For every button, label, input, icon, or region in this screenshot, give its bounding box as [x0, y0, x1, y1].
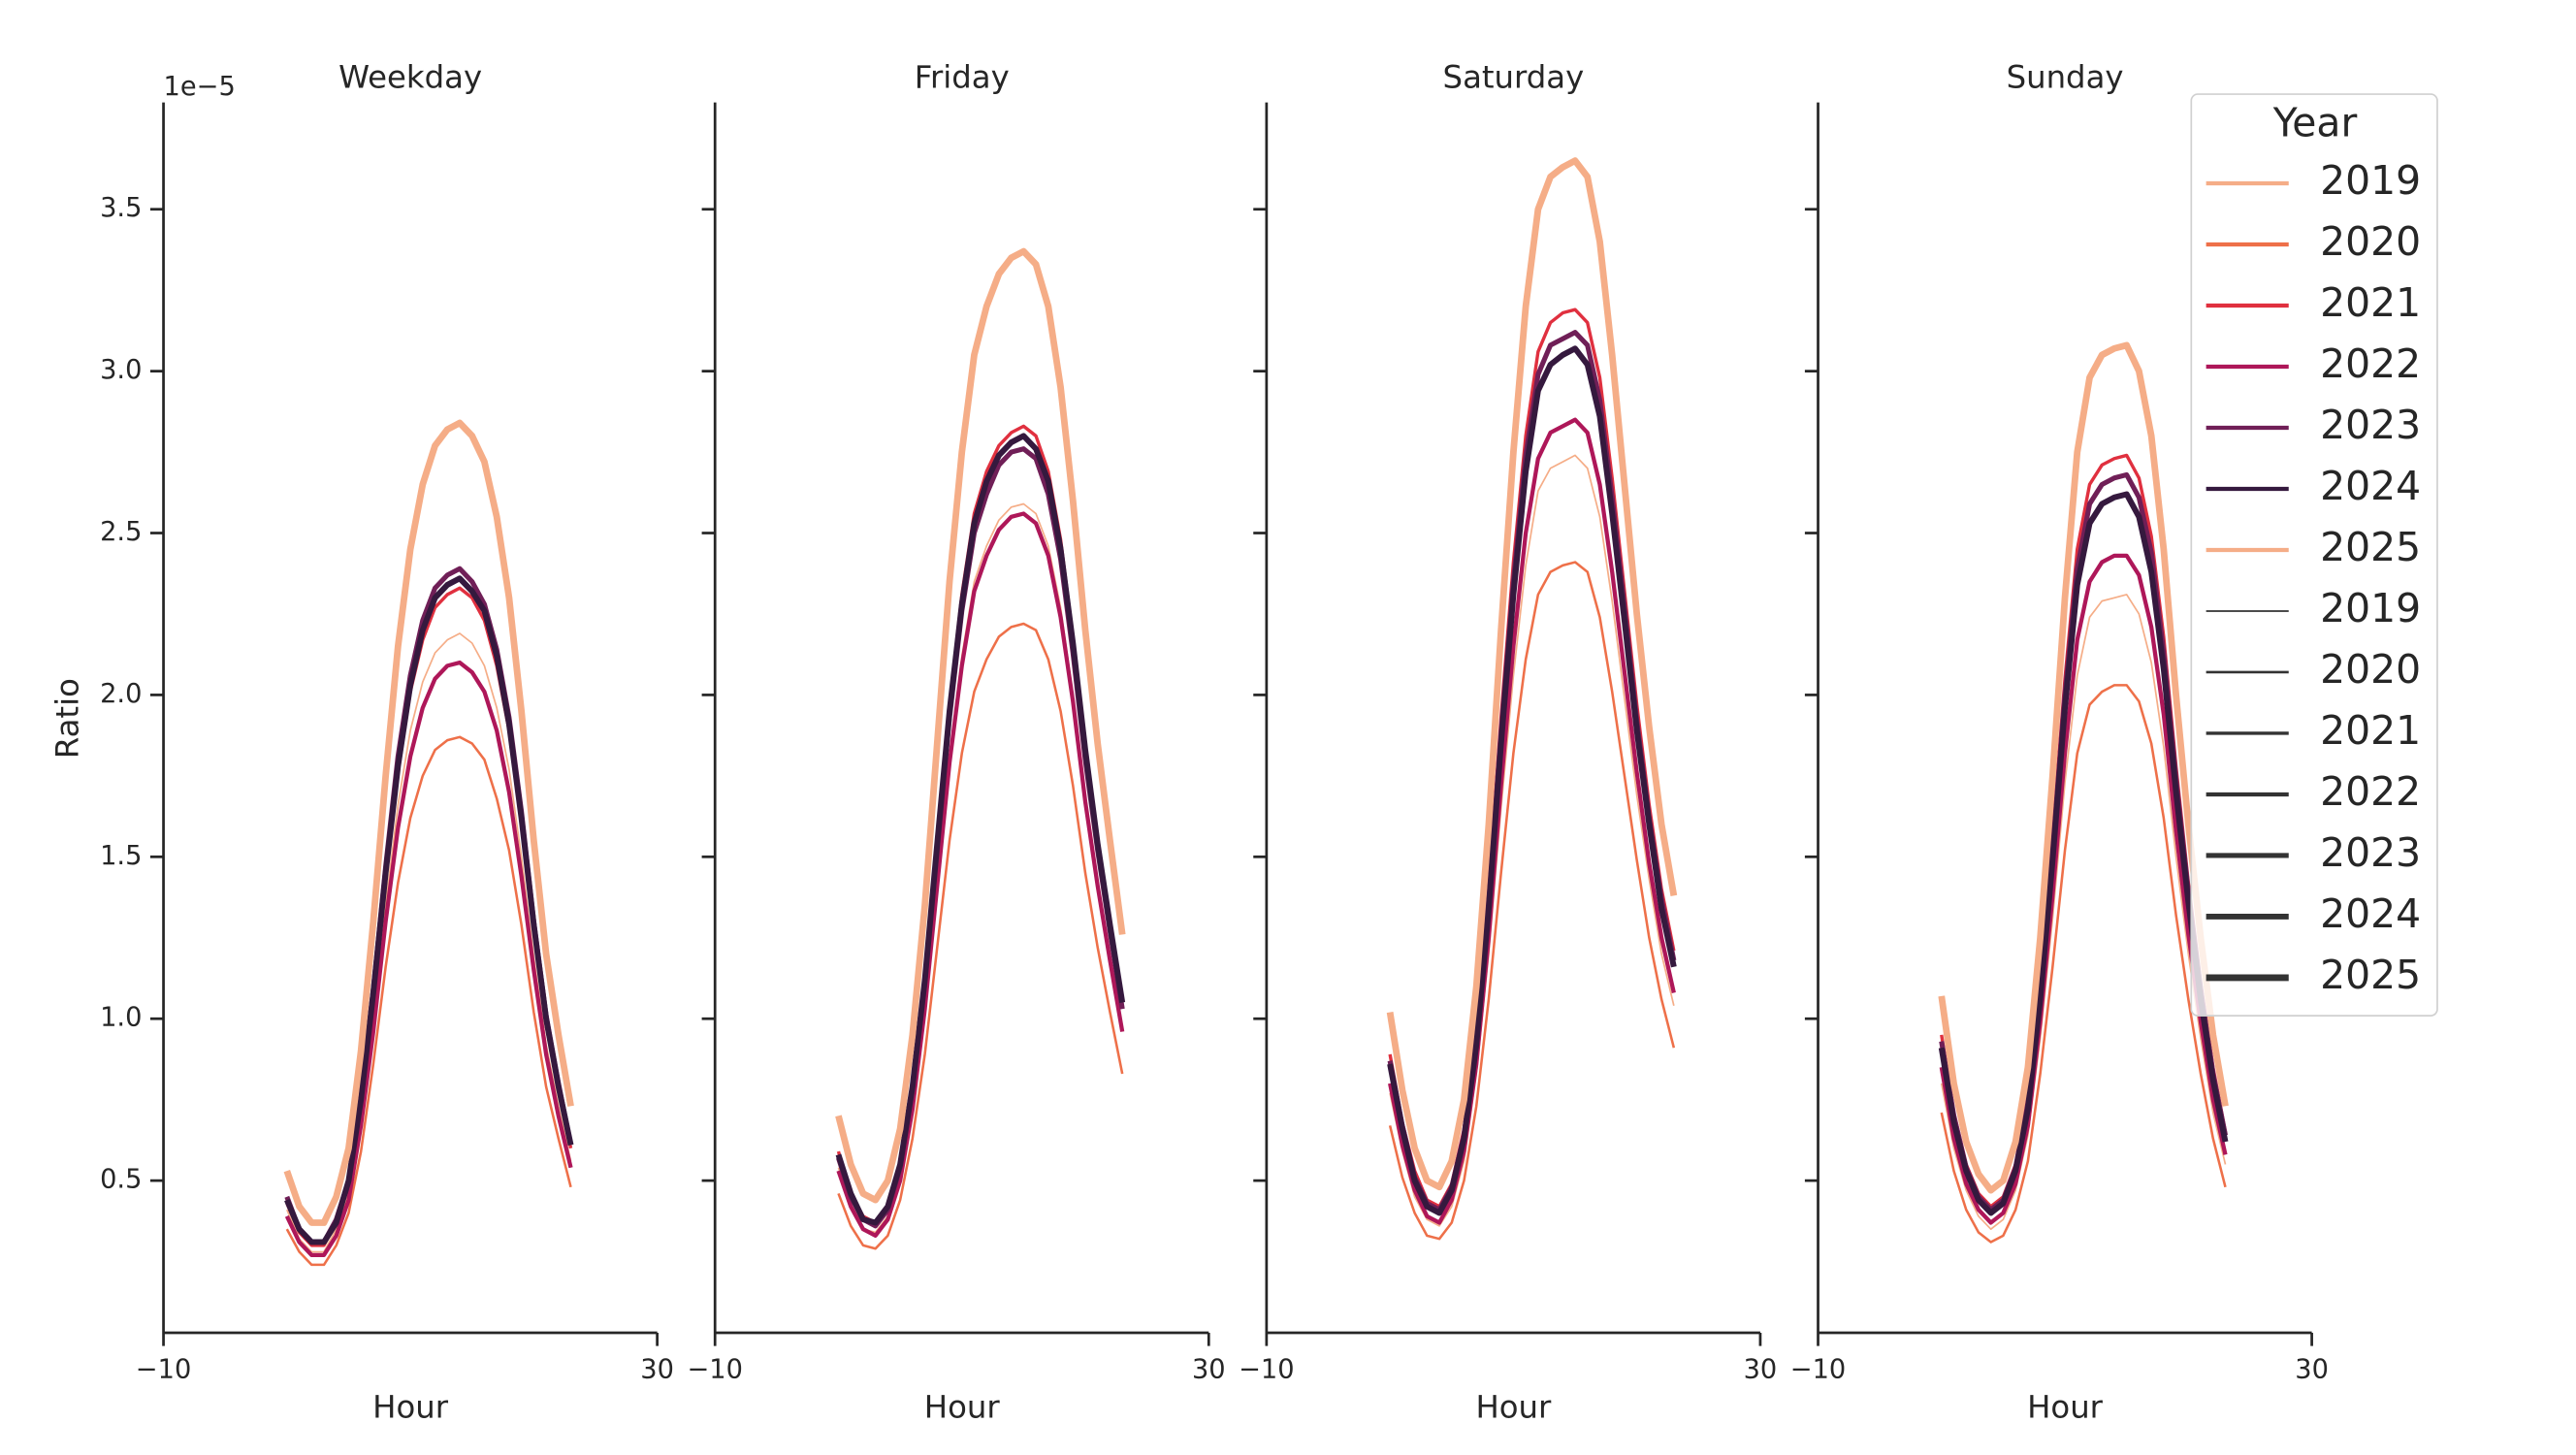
- legend-label: 2023: [2320, 402, 2421, 448]
- y-tick-label: 3.5: [100, 193, 142, 223]
- x-tick-label: −10: [1790, 1355, 1846, 1385]
- legend-label: 2023: [2320, 829, 2421, 876]
- y-tick-label: 0.5: [100, 1165, 142, 1195]
- legend-label: 2024: [2320, 890, 2421, 937]
- subplot-title: Weekday: [338, 59, 482, 96]
- series-line: [1938, 341, 2229, 1194]
- y-tick-label: 3.0: [100, 355, 142, 385]
- legend-label: 2025: [2320, 524, 2421, 570]
- series-line: [286, 632, 572, 1253]
- subplot-title: Saturday: [1443, 59, 1585, 96]
- legend-label: 2024: [2320, 463, 2421, 509]
- legend-box: [2190, 93, 2438, 1017]
- series-line: [1940, 684, 2227, 1244]
- series-line: [1387, 345, 1677, 1216]
- y-tick-label: 2.5: [100, 517, 142, 547]
- x-axis-label: Hour: [372, 1388, 449, 1425]
- x-axis-label: Hour: [1475, 1388, 1552, 1425]
- series-line: [1938, 491, 2229, 1216]
- legend-label: 2022: [2320, 340, 2421, 387]
- series-line: [1386, 157, 1678, 1191]
- series-line: [836, 511, 1125, 1238]
- legend-label: 2019: [2320, 585, 2421, 631]
- x-tick-label: −10: [1239, 1355, 1294, 1385]
- series-line: [835, 247, 1126, 1204]
- legend-label: 2020: [2320, 646, 2421, 693]
- y-tick-label: 2.0: [100, 679, 142, 709]
- offset-label: 1e−5: [164, 72, 236, 102]
- series-line: [285, 735, 572, 1267]
- x-axis-label: Hour: [924, 1388, 1001, 1425]
- subplot-title: Friday: [915, 59, 1010, 96]
- series-line: [1388, 417, 1676, 1225]
- x-tick-label: 30: [2295, 1355, 2329, 1385]
- series-line: [284, 575, 574, 1245]
- series-line: [1939, 553, 2228, 1225]
- x-tick-label: −10: [687, 1355, 742, 1385]
- legend-label: 2022: [2320, 768, 2421, 815]
- series-line: [1389, 454, 1675, 1227]
- x-tick-label: 30: [640, 1355, 674, 1385]
- y-tick-label: 1.5: [100, 841, 142, 871]
- series-line: [1388, 561, 1676, 1241]
- legend-label: 2021: [2320, 707, 2421, 754]
- series-line: [284, 660, 573, 1258]
- subplot-title: Sunday: [2007, 59, 2124, 96]
- legend-label: 2021: [2320, 279, 2421, 326]
- series-line: [835, 433, 1126, 1226]
- series-line: [837, 502, 1124, 1234]
- legend-title: Year: [2272, 99, 2358, 146]
- y-tick-label: 1.0: [100, 1003, 142, 1033]
- series-line: [1387, 330, 1677, 1212]
- legend-label: 2025: [2320, 952, 2421, 998]
- x-tick-label: 30: [1192, 1355, 1226, 1385]
- legend-label: 2019: [2320, 157, 2421, 204]
- x-tick-label: −10: [136, 1355, 191, 1385]
- series-line: [1940, 594, 2227, 1231]
- x-tick-label: 30: [1744, 1355, 1778, 1385]
- series-line: [283, 419, 574, 1226]
- y-axis-label: Ratio: [49, 678, 86, 759]
- series-line: [837, 622, 1124, 1250]
- x-axis-label: Hour: [2027, 1388, 2104, 1425]
- legend-label: 2020: [2320, 218, 2421, 265]
